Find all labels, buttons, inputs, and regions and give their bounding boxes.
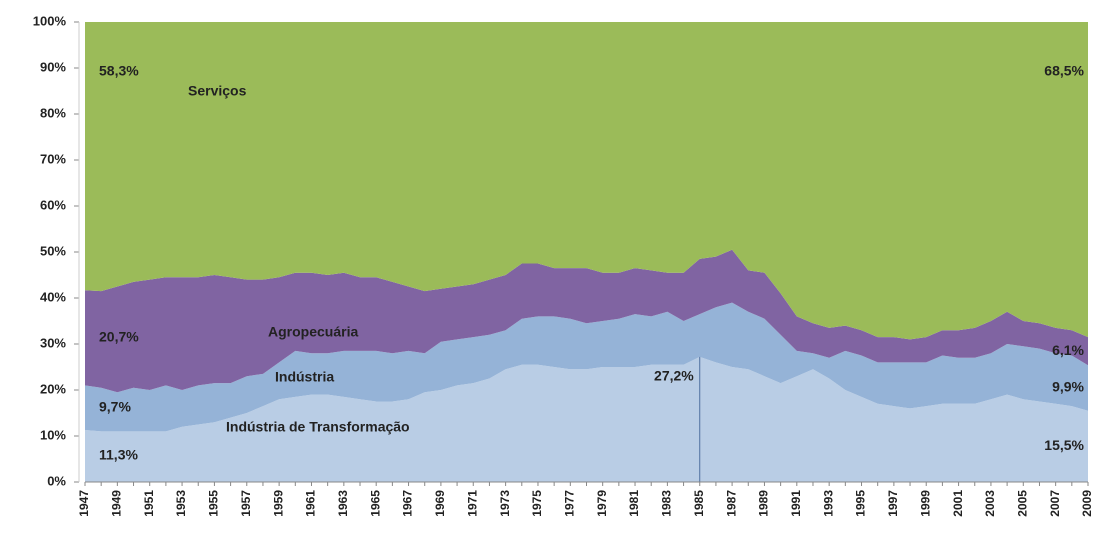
- x-tick-label: 1999: [918, 490, 932, 517]
- x-tick-label: 2009: [1080, 490, 1094, 517]
- x-tick-label: 2005: [1015, 490, 1029, 517]
- y-tick-label: 70%: [40, 151, 66, 166]
- area: [85, 249, 1088, 393]
- value-label: 11,3%: [99, 447, 138, 463]
- area: [85, 22, 1088, 340]
- value-label: 20,7%: [99, 328, 139, 344]
- x-tick-label: 1979: [595, 490, 609, 517]
- x-tick-label: 1961: [304, 490, 318, 517]
- x-tick-label: 1975: [530, 490, 544, 517]
- x-tick-label: 1977: [562, 490, 576, 517]
- area: [85, 356, 1088, 482]
- x-tick-label: 1959: [271, 490, 285, 517]
- y-tick-label: 30%: [40, 335, 66, 350]
- value-label: 27,2%: [654, 368, 694, 384]
- y-tick-label: 10%: [40, 427, 66, 442]
- y-tick-label: 0%: [47, 473, 66, 488]
- x-tick-label: 1955: [207, 490, 221, 517]
- x-tick-label: 2007: [1048, 490, 1062, 517]
- y-tick-label: 90%: [40, 59, 66, 74]
- series-label: Indústria: [275, 369, 334, 385]
- x-tick-label: 1953: [174, 490, 188, 517]
- x-tick-label: 1971: [465, 490, 479, 517]
- y-tick-label: 60%: [40, 197, 66, 212]
- area: [85, 302, 1088, 432]
- y-tick-label: 20%: [40, 381, 66, 396]
- x-tick-label: 1981: [627, 490, 641, 517]
- x-tick-label: 1989: [757, 490, 771, 517]
- x-tick-label: 1985: [692, 490, 706, 517]
- x-tick-label: 1951: [142, 490, 156, 517]
- y-tick-label: 40%: [40, 289, 66, 304]
- series-label: Indústria de Transformação: [226, 419, 410, 435]
- x-tick-label: 1995: [854, 490, 868, 517]
- x-tick-label: 2003: [983, 490, 997, 517]
- x-tick-label: 1993: [821, 490, 835, 517]
- y-tick-label: 50%: [40, 243, 66, 258]
- x-tick-label: 1997: [886, 490, 900, 517]
- x-tick-label: 2001: [951, 490, 965, 517]
- value-label: 9,9%: [1052, 379, 1084, 395]
- x-tick-label: 1969: [433, 490, 447, 517]
- x-tick-label: 1983: [660, 490, 674, 517]
- value-label: 6,1%: [1052, 342, 1084, 358]
- x-tick-label: 1947: [77, 490, 91, 517]
- x-tick-label: 1949: [110, 490, 124, 517]
- x-tick-label: 1965: [368, 490, 382, 517]
- value-label: 68,5%: [1044, 63, 1084, 79]
- x-tick-label: 1973: [498, 490, 512, 517]
- value-label: 58,3%: [99, 63, 139, 79]
- x-tick-label: 1991: [789, 490, 803, 517]
- x-tick-label: 1987: [724, 490, 738, 517]
- x-tick-label: 1967: [401, 490, 415, 517]
- value-label: 15,5%: [1044, 437, 1084, 453]
- series-label: Serviços: [188, 83, 247, 99]
- y-tick-label: 100%: [33, 13, 67, 28]
- value-label: 9,7%: [99, 398, 131, 414]
- y-tick-label: 80%: [40, 105, 66, 120]
- x-tick-label: 1963: [336, 490, 350, 517]
- x-tick-label: 1957: [239, 490, 253, 517]
- series-label: Agropecuária: [268, 324, 358, 340]
